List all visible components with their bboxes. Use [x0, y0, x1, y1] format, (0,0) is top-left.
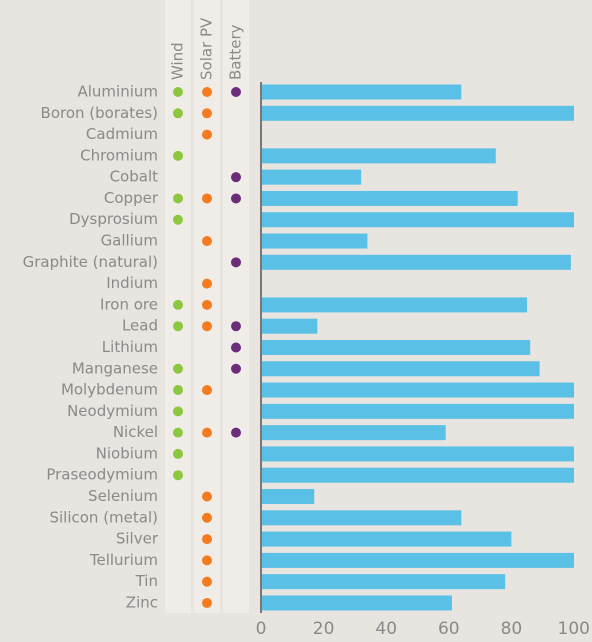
category-label: Iron ore	[100, 295, 158, 313]
bar	[262, 531, 512, 547]
tech-dot	[173, 321, 183, 332]
bar	[262, 403, 574, 419]
x-tick-label: 20	[313, 619, 335, 639]
bar	[262, 233, 368, 249]
category-label: Chromium	[80, 146, 158, 164]
tech-dot	[173, 193, 183, 204]
bar	[262, 467, 574, 483]
bar	[262, 574, 506, 590]
tech-dot	[231, 257, 241, 268]
x-tick-label: 40	[375, 619, 397, 639]
x-tick-label: 100	[558, 619, 590, 639]
bar	[262, 382, 574, 398]
category-label: Boron (borates)	[41, 104, 158, 122]
tech-dot	[231, 172, 241, 183]
tech-dot	[173, 448, 183, 459]
bar	[262, 254, 571, 270]
column-header: Battery	[227, 24, 245, 80]
column-header: Solar PV	[198, 17, 216, 80]
category-label: Lithium	[102, 338, 158, 356]
tech-dot	[231, 87, 241, 97]
tech-dot	[173, 299, 183, 310]
tech-dot	[202, 108, 212, 119]
category-label: Indium	[106, 274, 158, 292]
category-label: Zinc	[126, 593, 158, 611]
column-header: Wind	[169, 42, 187, 80]
tech-dot	[173, 385, 183, 396]
tech-dot	[231, 363, 241, 374]
tech-dot	[202, 597, 212, 608]
bar	[262, 84, 462, 100]
tech-dot	[202, 534, 212, 545]
tech-dot	[231, 427, 241, 438]
tech-dot	[202, 87, 212, 97]
tech-dot	[202, 193, 212, 204]
tech-dot	[173, 108, 183, 119]
category-label: Lead	[122, 317, 158, 335]
tech-dot	[231, 342, 241, 353]
bar	[262, 297, 528, 313]
category-label: Neodymium	[67, 402, 158, 420]
bar	[262, 212, 574, 228]
category-label: Silver	[116, 530, 159, 548]
category-label: Tin	[135, 572, 158, 590]
tech-dot	[202, 299, 212, 310]
tech-dot	[202, 491, 212, 502]
category-label: Praseodymium	[46, 466, 158, 484]
category-label: Aluminium	[77, 83, 158, 101]
tech-dot	[202, 385, 212, 396]
bar	[262, 552, 574, 568]
category-label: Gallium	[101, 232, 158, 250]
x-tick-label: 60	[438, 619, 460, 639]
tech-dot	[202, 555, 212, 566]
tech-dot	[173, 470, 183, 481]
category-label: Nickel	[113, 423, 158, 441]
bar	[262, 425, 446, 441]
tech-dot	[173, 363, 183, 374]
tech-dot	[202, 576, 212, 587]
tech-dot	[202, 427, 212, 438]
category-label: Manganese	[72, 359, 158, 377]
bar	[262, 361, 540, 377]
bar	[262, 446, 574, 462]
tech-dot	[173, 406, 183, 417]
category-label: Tellurium	[89, 551, 158, 569]
bar	[262, 510, 462, 526]
category-label: Selenium	[88, 487, 158, 505]
tech-dot	[202, 512, 212, 523]
category-label: Graphite (natural)	[23, 253, 158, 271]
tech-dot	[202, 236, 212, 247]
bar	[262, 105, 574, 121]
category-label: Copper	[104, 189, 159, 207]
category-label: Niobium	[96, 444, 158, 462]
x-tick-label: 0	[256, 619, 267, 639]
bar	[262, 595, 452, 611]
category-label: Silicon (metal)	[49, 508, 158, 526]
bar	[262, 318, 318, 334]
column-strip	[223, 0, 249, 613]
category-label: Cobalt	[110, 168, 159, 186]
x-tick-label: 80	[501, 619, 523, 639]
tech-dot	[173, 214, 183, 225]
category-label: Molybdenum	[61, 381, 158, 399]
tech-dot	[173, 87, 183, 97]
bar	[262, 339, 531, 355]
bar	[262, 169, 362, 185]
tech-dot	[231, 321, 241, 332]
tech-dot	[202, 278, 212, 289]
bar	[262, 489, 315, 505]
tech-dot	[202, 321, 212, 332]
tech-dot	[231, 193, 241, 204]
bar	[262, 148, 496, 164]
tech-dot	[173, 427, 183, 438]
tech-dot	[202, 129, 212, 140]
tech-dot	[173, 150, 183, 161]
bar	[262, 190, 518, 206]
category-label: Cadmium	[86, 125, 158, 143]
category-label: Dysprosium	[69, 210, 158, 228]
